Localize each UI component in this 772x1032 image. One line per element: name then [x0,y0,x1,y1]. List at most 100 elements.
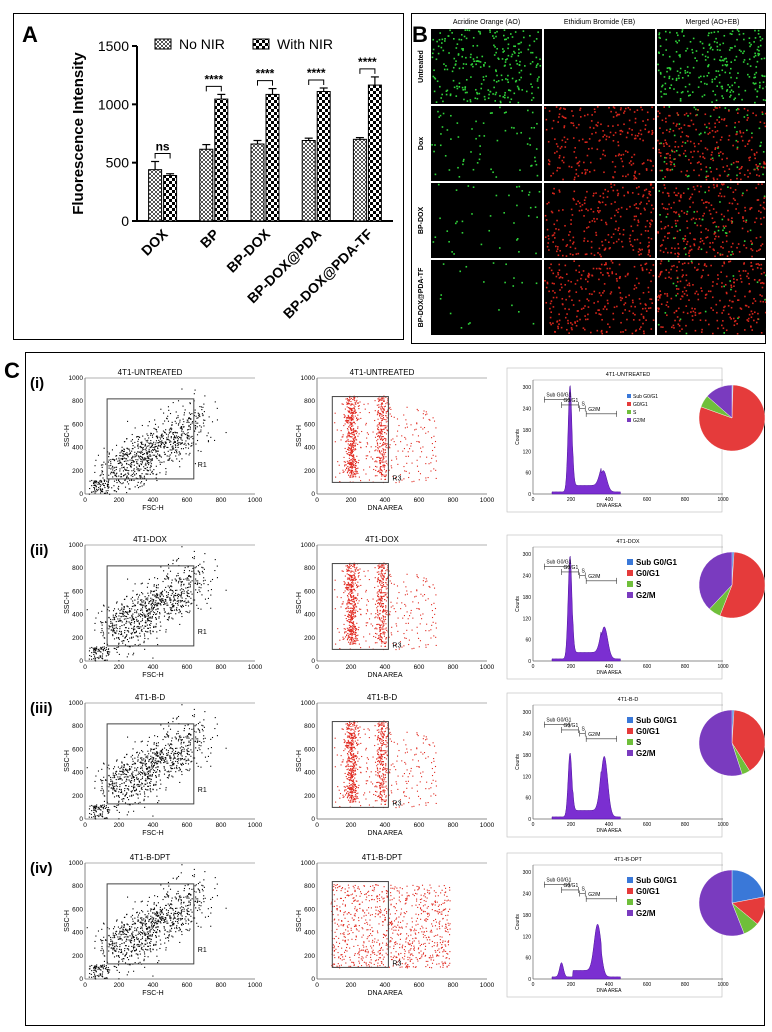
green-cell [529,73,532,76]
green-cell [665,49,667,51]
event-dot [127,611,129,613]
green-cell [684,253,687,256]
event-dot [120,615,122,618]
event-dot [347,438,349,441]
red-cell [719,192,721,195]
green-cell [675,77,678,80]
event-dot [180,594,183,596]
red-cell [631,332,634,335]
event-dot [349,397,351,399]
red-cell [672,129,675,132]
event-dot [385,412,387,414]
bar-no-nir [250,143,265,222]
event-dot [377,471,379,473]
green-cell [501,79,504,81]
event-dot [383,457,385,459]
event-dot [354,409,356,411]
event-dot [419,473,422,475]
event-dot [347,410,349,412]
significance-label: ns [156,140,170,154]
red-cell [661,244,663,246]
event-dot [346,467,348,469]
red-cell [546,202,548,205]
gate-text: Sub G0/G1 [546,393,571,399]
event-dot [181,388,183,390]
red-cell [700,287,702,289]
red-cell [705,251,708,254]
red-cell [678,213,680,216]
green-cell [452,79,455,82]
event-dot [179,599,181,602]
green-cell [458,86,461,88]
event-dot [360,441,362,443]
event-dot [163,443,165,446]
event-dot [144,601,146,603]
red-cell [568,290,570,293]
event-dot [134,446,136,448]
event-dot [432,417,434,419]
event-dot [379,412,382,414]
red-cell [649,307,652,309]
event-dot [146,460,149,462]
red-cell [729,316,732,319]
red-cell [719,174,721,177]
green-cell [694,57,696,59]
event-dot [144,445,146,447]
event-dot [341,436,343,438]
red-cell [664,277,667,279]
event-dot [165,442,167,444]
red-cell [616,113,619,116]
event-dot [131,470,133,472]
event-dot [176,449,178,451]
red-cell [666,295,669,297]
event-dot [112,610,115,612]
green-cell [701,95,704,98]
red-cell [565,245,568,247]
green-cell [747,73,749,76]
event-dot [105,655,107,657]
red-cell [667,192,670,195]
event-dot [147,457,150,459]
red-cell [580,274,583,276]
event-dot [430,470,432,472]
red-cell [742,270,745,272]
event-dot [186,587,189,589]
green-cell [516,186,518,188]
red-cell [566,138,569,141]
green-cell [476,91,478,94]
event-dot [142,477,144,479]
red-cell [635,329,638,332]
event-dot [344,420,347,422]
green-cell [688,83,691,86]
green-cell [502,34,505,37]
event-dot [141,609,143,611]
event-dot [152,600,154,602]
red-cell [678,253,680,255]
red-cell [740,277,742,280]
red-cell [686,312,689,315]
event-dot [120,451,122,453]
green-cell [711,157,714,160]
red-cell [722,327,725,330]
event-dot [137,627,139,629]
green-cell [479,61,482,63]
event-dot [118,642,120,644]
event-dot [431,449,434,452]
red-cell [678,199,681,202]
red-cell [707,175,710,177]
red-cell [612,125,614,127]
x-tick-label: 800 [216,664,227,671]
event-dot [136,454,138,456]
red-cell [638,253,641,256]
event-dot [353,438,355,441]
green-cell [756,90,759,93]
event-dot [122,613,124,615]
red-cell [681,131,684,133]
event-dot [152,611,154,613]
event-dot [334,422,336,424]
red-cell [681,295,683,297]
red-cell [602,196,605,199]
event-dot [351,410,353,412]
event-dot [193,556,196,558]
red-cell [657,310,660,313]
